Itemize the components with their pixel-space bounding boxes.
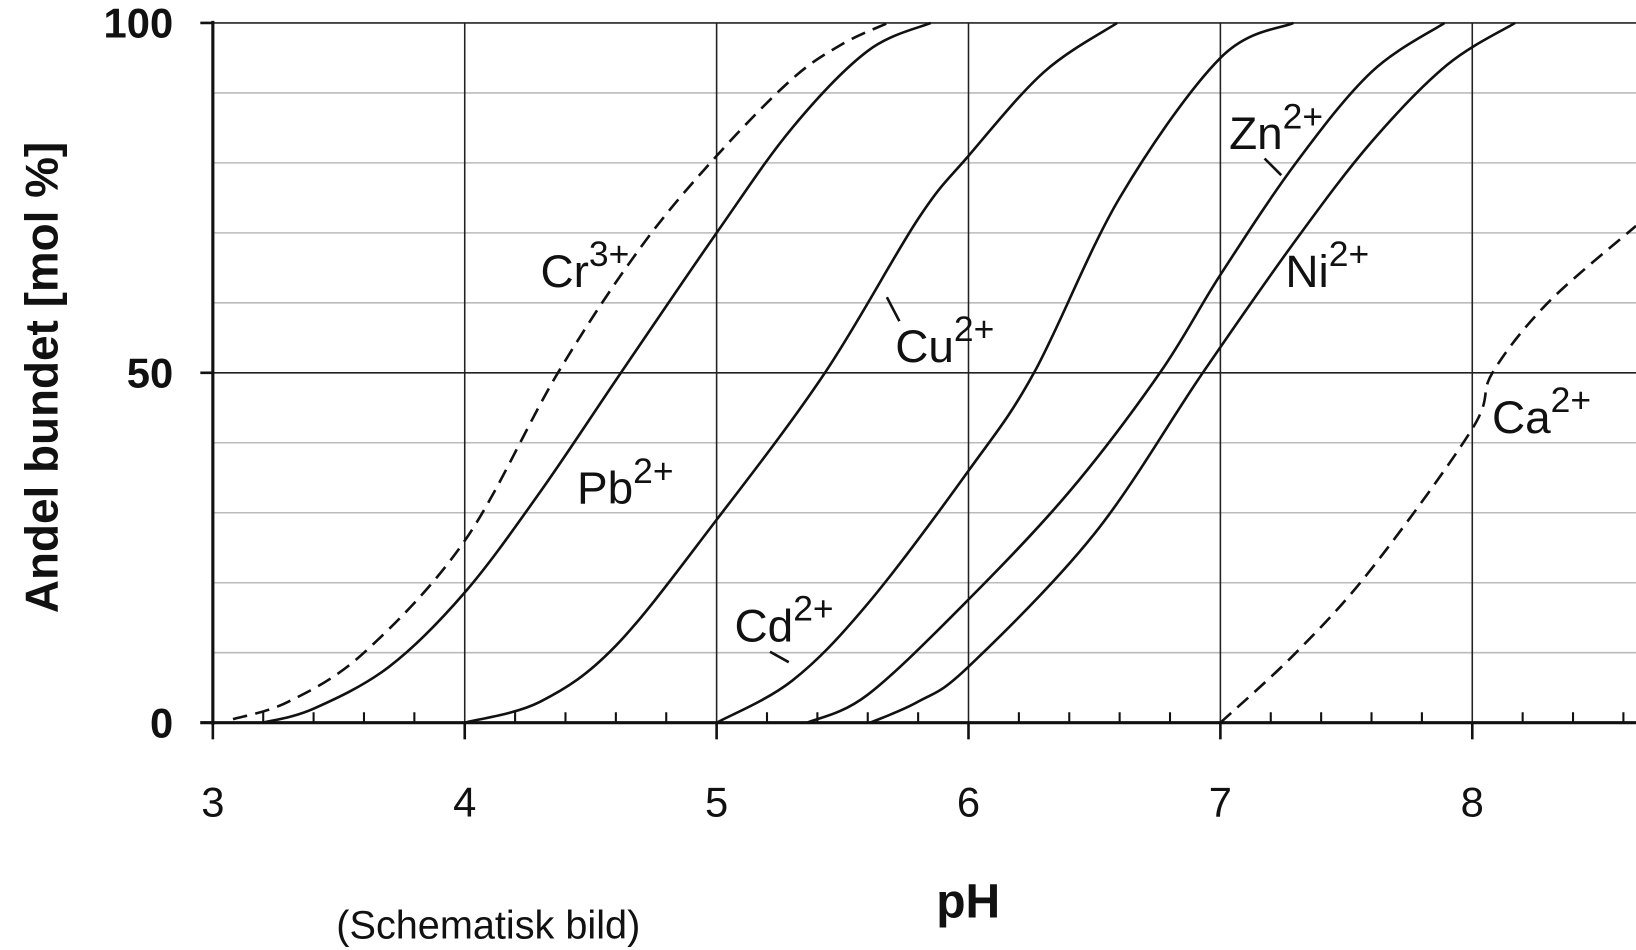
curve-label: Cd2+ bbox=[735, 588, 834, 651]
curve bbox=[806, 21, 1446, 724]
curve bbox=[1219, 224, 1636, 724]
x-tick-label: 6 bbox=[957, 779, 980, 826]
x-tick-label: 8 bbox=[1461, 779, 1484, 826]
ion-name: Zn bbox=[1229, 107, 1283, 159]
x-tick-label: 7 bbox=[1209, 779, 1232, 826]
ion-charge: 2+ bbox=[1283, 96, 1323, 136]
ion-charge: 2+ bbox=[1551, 380, 1591, 420]
y-tick-label: 100 bbox=[104, 0, 174, 47]
curve-label: Ni2+ bbox=[1285, 234, 1369, 297]
curve bbox=[715, 21, 1294, 724]
ion-charge: 2+ bbox=[954, 309, 994, 349]
label-leader bbox=[885, 296, 901, 322]
curve-label: Zn2+ bbox=[1229, 96, 1323, 159]
y-axis-label: Andel bundet [mol %] bbox=[15, 142, 67, 613]
curve bbox=[464, 21, 1118, 724]
x-tick-label: 3 bbox=[201, 779, 224, 826]
ion-name: Ca bbox=[1492, 391, 1551, 443]
ion-name: Cu bbox=[895, 320, 954, 372]
ion-charge: 2+ bbox=[1329, 234, 1369, 274]
ion-name: Cr bbox=[540, 245, 588, 297]
label-leader bbox=[1263, 157, 1283, 177]
ion-name: Pb bbox=[577, 462, 633, 514]
label-leader bbox=[769, 650, 790, 664]
curve-label: Cu2+ bbox=[895, 309, 994, 372]
curve-label: Ca2+ bbox=[1492, 380, 1591, 443]
ion-charge: 3+ bbox=[589, 234, 629, 274]
y-tick-label: 0 bbox=[150, 699, 173, 746]
ion-charge: 2+ bbox=[793, 588, 833, 628]
curve bbox=[232, 21, 889, 721]
x-tick-label: 5 bbox=[705, 779, 728, 826]
x-axis-label: pH bbox=[936, 876, 1000, 929]
curve-label: Cr3+ bbox=[540, 234, 629, 297]
curve-label: Pb2+ bbox=[577, 451, 674, 514]
y-tick-label: 50 bbox=[127, 349, 173, 396]
ion-name: Cd bbox=[735, 599, 794, 651]
note: (Schematisk bild) bbox=[336, 904, 640, 948]
ion-charge: 2+ bbox=[633, 451, 673, 491]
curve bbox=[262, 21, 932, 724]
curve bbox=[869, 21, 1516, 724]
ion-name: Ni bbox=[1285, 245, 1328, 297]
x-tick-label: 4 bbox=[453, 779, 476, 826]
